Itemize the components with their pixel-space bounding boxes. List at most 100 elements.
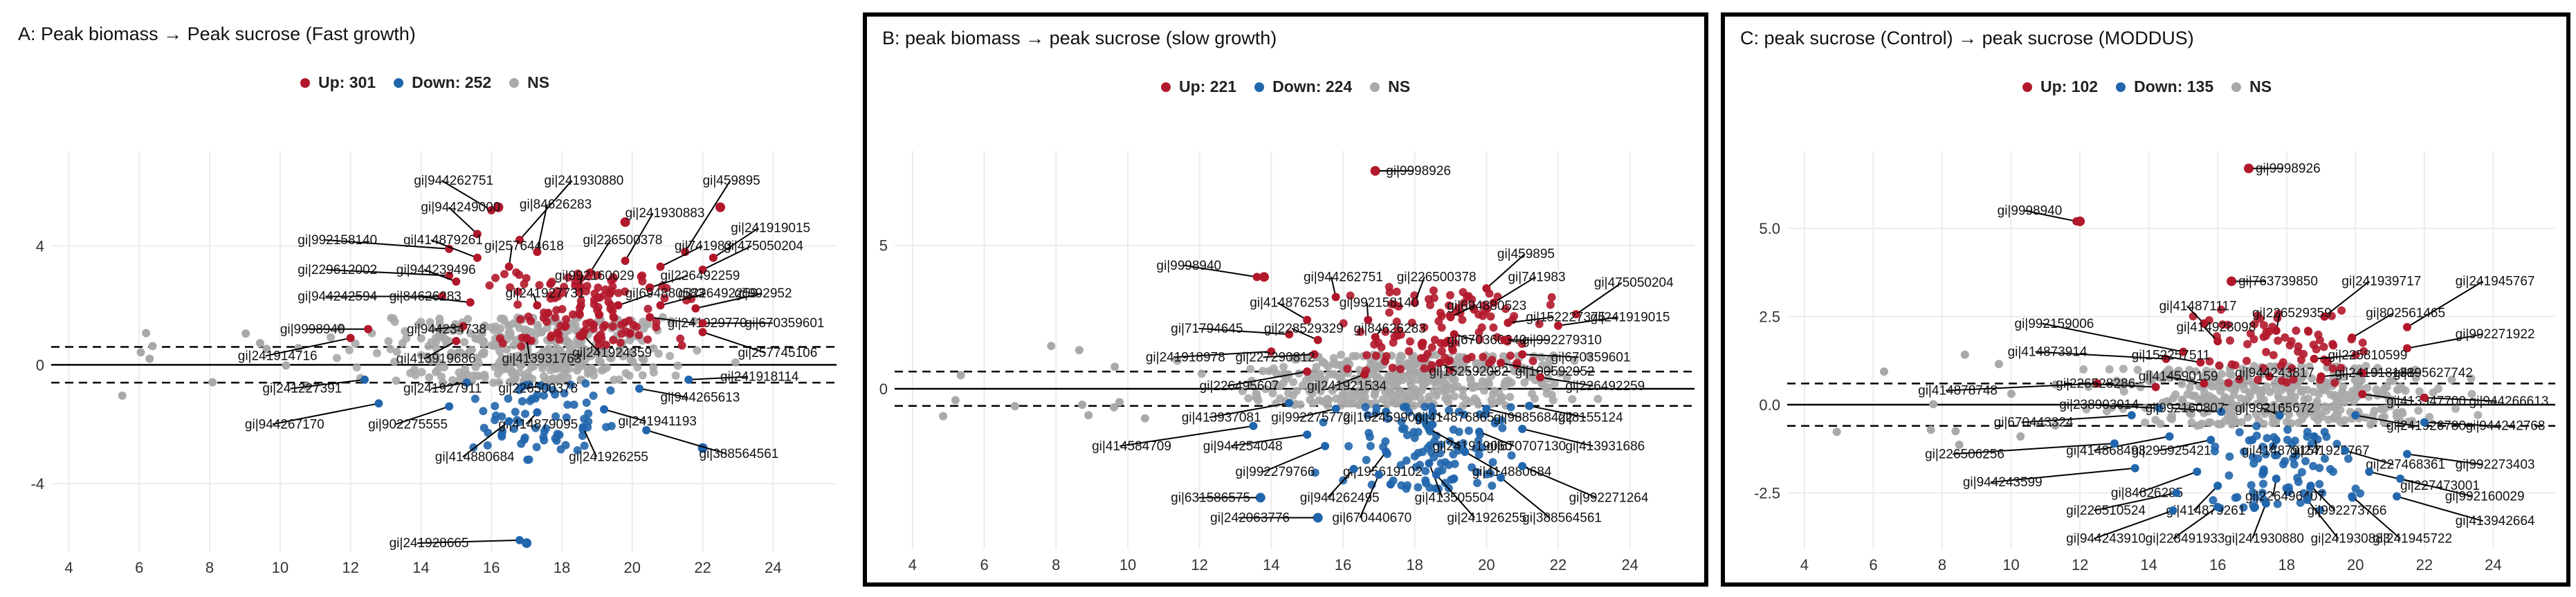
ns-point: [2305, 362, 2314, 371]
ns-point: [142, 329, 151, 338]
labelled-point: [536, 381, 545, 390]
down-point: [2296, 498, 2305, 507]
ns-point: [1550, 379, 1559, 388]
ns-point: [1506, 392, 1515, 401]
up-point: [1425, 301, 1434, 310]
leader-line: [1263, 445, 1326, 473]
ns-point: [2447, 375, 2456, 384]
ns-point: [2016, 432, 2025, 441]
down-point: [1362, 455, 1371, 464]
leader-line: [1277, 302, 1308, 321]
ns-point: [1391, 398, 1400, 407]
up-point: [2205, 357, 2214, 366]
ns-point: [392, 347, 401, 356]
down-point: [584, 417, 593, 426]
up-point: [2315, 336, 2324, 345]
leader-line: [1529, 405, 1587, 419]
gene-label: gi|944262495: [1300, 490, 1380, 505]
leader-line: [1359, 474, 1380, 518]
gene-label: gi|475050204: [1594, 276, 1674, 291]
down-point: [2248, 452, 2257, 461]
legend-down: Down: 135: [2116, 77, 2213, 96]
labelled-point: [691, 304, 700, 313]
ns-point: [1284, 389, 1293, 398]
down-point: [2249, 488, 2258, 497]
leader-line: [650, 316, 695, 324]
labelled-point: [1571, 310, 1580, 319]
up-point: [1528, 356, 1537, 365]
ns-point: [2379, 384, 2388, 393]
labelled-point: [698, 265, 707, 274]
gene-label: gi|228529329: [1264, 322, 1344, 336]
leader-line: [1522, 428, 1593, 447]
ns-point: [509, 341, 518, 350]
ns-point: [432, 333, 441, 342]
leader-line: [1370, 451, 1387, 472]
up-point: [1385, 282, 1394, 291]
labelled-point: [2072, 217, 2081, 226]
ns-point: [2079, 365, 2088, 374]
up-point: [2235, 375, 2244, 384]
gene-label: gi|413505504: [1415, 490, 1495, 505]
ns-point: [1409, 401, 1418, 410]
up-point: [1445, 301, 1454, 310]
up-point: [652, 323, 661, 332]
gene-label: gi|241921534: [1307, 379, 1387, 394]
ns-point: [2474, 411, 2483, 420]
legend-up: Up: 221: [1161, 77, 1236, 96]
up-point: [1420, 323, 1429, 332]
ns-point: [1316, 369, 1325, 378]
ns-point: [2467, 374, 2476, 383]
x-tick-label: 8: [1938, 556, 1946, 573]
down-point: [1478, 443, 1487, 452]
legend-down-label: Down: 252: [412, 73, 492, 91]
ns-point: [673, 361, 682, 370]
up-point: [1389, 338, 1398, 347]
labelled-point: [462, 378, 471, 387]
gene-label: gi|241926780: [2386, 419, 2466, 434]
leader-line: [1291, 328, 1319, 341]
labelled-point: [2165, 432, 2174, 441]
up-point: [500, 270, 509, 279]
down-point: [483, 441, 492, 450]
ns-point: [262, 345, 271, 353]
panel-b-legend: Up: 221 Down: 224 NS: [1161, 77, 1410, 96]
up-point: [607, 287, 616, 296]
ns-point: [1477, 365, 1486, 374]
up-point: [2269, 351, 2278, 360]
gene-label: gi|226492259: [1565, 379, 1645, 394]
leader-line: [2424, 396, 2497, 402]
y-tick-label: -4: [30, 475, 44, 493]
labelled-point: [2306, 481, 2315, 490]
gene-label: gi|992279310: [1522, 333, 1602, 347]
highlight-point: [715, 202, 726, 212]
down-point: [2289, 454, 2298, 463]
ns-point: [437, 372, 446, 381]
ns-point: [531, 330, 540, 339]
leader-line: [603, 408, 646, 422]
ns-point: [1488, 389, 1497, 398]
ns-point: [332, 353, 341, 362]
y-tick-label: 2.5: [1759, 309, 1780, 326]
ns-point: [118, 391, 127, 400]
legend-down-label: Down: 224: [1272, 77, 1353, 95]
ns-point: [2195, 421, 2204, 430]
down-point: [551, 390, 560, 399]
gene-label: gi|992165672: [2235, 401, 2314, 416]
ns-point: [1994, 360, 2003, 369]
up-point: [1437, 347, 1446, 356]
up-point: [2319, 342, 2328, 351]
up-point: [676, 334, 685, 343]
ns-point: [2362, 362, 2371, 371]
ns-point: [2208, 367, 2217, 376]
leader-line: [2400, 478, 2473, 497]
gene-label: gi|8155124: [1558, 410, 1623, 425]
down-point: [560, 389, 569, 398]
gene-label: gi|741983: [1508, 270, 1565, 284]
leader-line: [2406, 333, 2483, 349]
leader-line: [2021, 414, 2132, 423]
ns-point: [2119, 365, 2128, 374]
down-point: [2231, 493, 2240, 502]
ns-point: [2304, 394, 2313, 403]
ns-point: [587, 363, 596, 372]
